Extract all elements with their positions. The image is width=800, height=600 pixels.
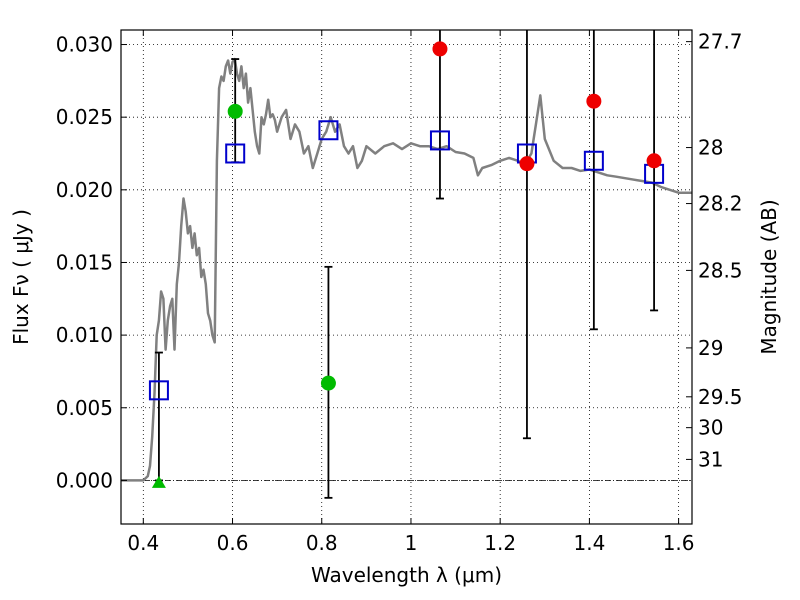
- y-axis-right-label: Magnitude (AB): [757, 199, 781, 354]
- axis-ticks: [121, 30, 692, 524]
- y-tick-label: 0.020: [56, 178, 113, 202]
- mag-tick-label: 28.5: [698, 258, 743, 282]
- y-tick-label: 0.000: [56, 468, 113, 492]
- y-tick-label: 0.005: [56, 396, 113, 420]
- y-axis-label: Flux Fν ( μJy ): [9, 209, 33, 345]
- x-tick-label: 1: [405, 531, 418, 555]
- y-tick-label: 0.015: [56, 250, 113, 274]
- plot-clipped-group: [121, 30, 692, 499]
- x-tick-label: 0.4: [127, 531, 159, 555]
- mag-tick-label: 31: [698, 447, 723, 471]
- mag-tick-label: 29: [698, 336, 723, 360]
- x-tick-label: 1.4: [573, 531, 605, 555]
- x-tick-label: 1.6: [663, 531, 695, 555]
- observed-flux-green-point: [227, 103, 243, 119]
- model-flux-square: [583, 150, 604, 171]
- model-flux-square: [148, 380, 169, 401]
- tick-labels: 0.4 0.6 0.8 1 1.2 1.4 1.6 0.000 0.005 0.010 0.015 0…: [56, 30, 743, 555]
- model-flux-square: [318, 120, 339, 141]
- observed-flux-red-point: [432, 41, 448, 57]
- plot-area: [121, 30, 692, 499]
- model-flux-square: [429, 130, 450, 151]
- x-axis-label: Wavelength λ (μm): [311, 563, 502, 587]
- x-tick-label: 0.8: [306, 531, 338, 555]
- plot-frame: [120, 29, 693, 525]
- observed-flux-red-point: [646, 153, 662, 169]
- mag-tick-label: 28: [698, 136, 723, 160]
- y-tick-label: 0.010: [56, 323, 113, 347]
- observed-flux-red-point: [519, 156, 535, 172]
- mag-tick-label: 30: [698, 416, 723, 440]
- y-tick-label: 0.030: [56, 33, 113, 57]
- model-flux-square: [225, 143, 246, 164]
- observed-flux-red-point: [586, 93, 602, 109]
- mag-tick-label: 29.5: [698, 385, 743, 409]
- mag-tick-label: 27.7: [698, 30, 743, 54]
- x-tick-label: 0.6: [217, 531, 249, 555]
- upper-limit-triangle: [151, 475, 166, 488]
- y-tick-label: 0.025: [56, 105, 113, 129]
- mag-tick-label: 28.2: [698, 192, 743, 216]
- observed-flux-green-point: [320, 375, 336, 391]
- x-tick-label: 1.2: [484, 531, 516, 555]
